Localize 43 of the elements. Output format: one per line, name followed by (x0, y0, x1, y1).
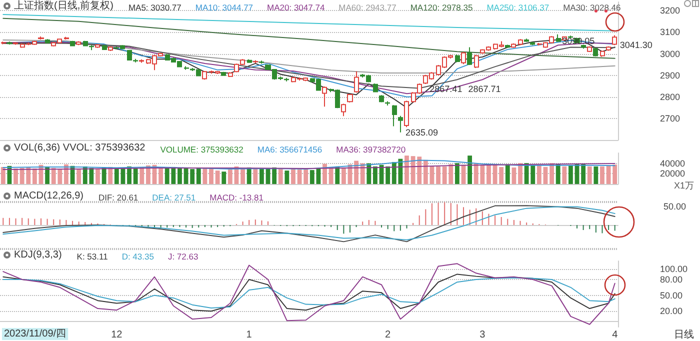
y-tick-label: 20.00 (660, 306, 683, 316)
series-label: VOLUME: 375393632 (160, 144, 244, 154)
text: MA60: 2943.77 (338, 2, 397, 12)
text: MA30: 3028.46 (563, 2, 622, 12)
y-tick-label: 50.00 (660, 290, 683, 300)
chart-title: MACD(12,26,9) (14, 190, 84, 202)
y-tick-label: 2700 (660, 113, 680, 124)
x-tick-label: 4 (612, 330, 618, 340)
series-label: MA36: 397382720 (336, 144, 406, 154)
y-tick-label: 40000 (660, 158, 686, 168)
x-tick-label: 3 (480, 330, 486, 340)
text: 2023/11/09/四 (4, 328, 66, 340)
text: MACD: -13.81 (210, 192, 264, 202)
y-tick-label: 3200 (660, 6, 680, 16)
text: J: 72.63 (168, 252, 198, 262)
x-tick-label: 12 (111, 330, 123, 340)
y-axis-title: X1万 (674, 180, 694, 190)
text: MA10: 3044.77 (195, 2, 254, 12)
chart-title: KDJ(9,3,3) (14, 250, 62, 260)
annotation: 2635.09 (405, 127, 438, 138)
y-tick-label: 80.00 (660, 274, 683, 284)
y-tick-label: 3100 (660, 27, 680, 38)
text: DEA: 27.51 (152, 192, 196, 202)
y-tick-label: 20000 (660, 168, 686, 179)
x-tick-label: 2 (385, 330, 392, 340)
series-label: MA250: 3106.37 (486, 2, 550, 12)
y-tick-label: 100.00 (660, 264, 688, 274)
text: K: 53.11 (76, 252, 108, 262)
annotation: 2867.71 (468, 84, 501, 94)
y-tick-label: 2800 (660, 92, 680, 102)
text: MA120: 2978.35 (410, 2, 473, 12)
text: DIF: 20.61 (98, 192, 138, 202)
text: 日线 (674, 328, 694, 340)
text: MA5: 3030.77 (128, 2, 182, 12)
text: MA20: 3047.74 (267, 2, 325, 12)
y-tick-label: 3000 (660, 48, 680, 59)
x-tick-label: 1 (246, 330, 252, 340)
text: D: 43.35 (122, 252, 154, 262)
y-tick-label: 2900 (660, 70, 680, 80)
text: 3041.30 (620, 40, 652, 50)
chart-title: 上证指数(日线,前复权) (14, 0, 114, 12)
series-label: MA6: 356671456 (257, 144, 322, 154)
chart-title: VOL(6,36) VVOL: 375393632 (14, 142, 146, 154)
